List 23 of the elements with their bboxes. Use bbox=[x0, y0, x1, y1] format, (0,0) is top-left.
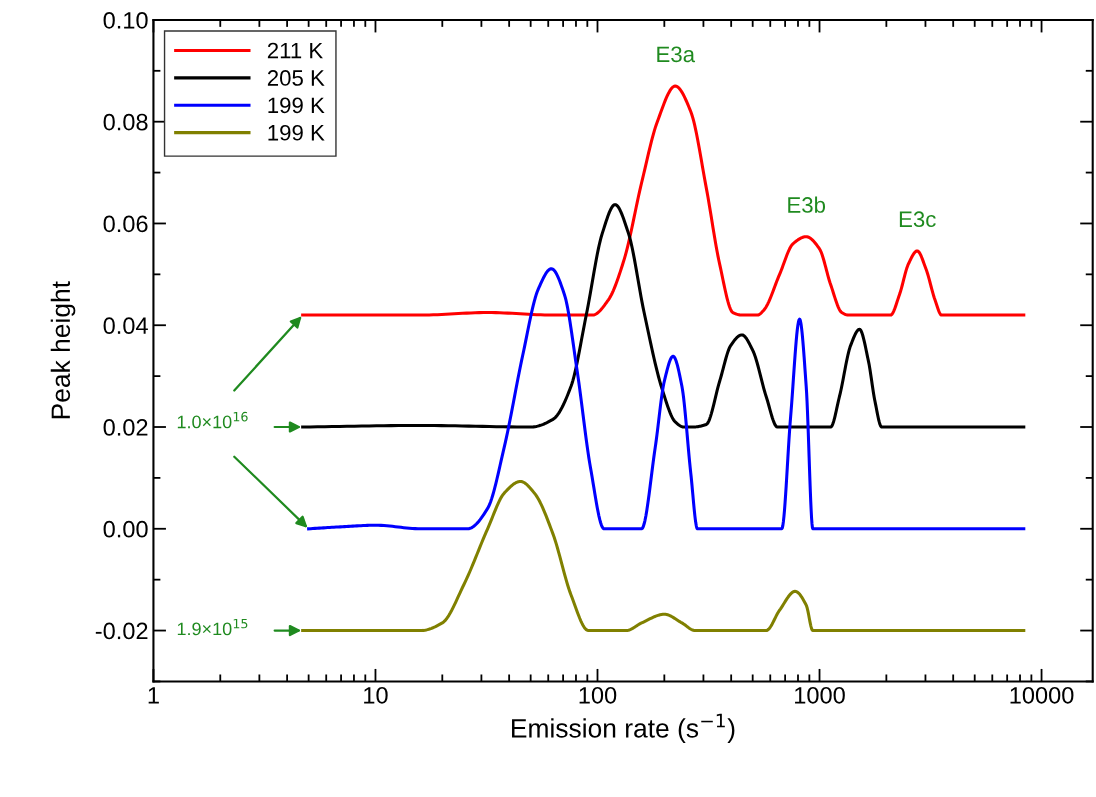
x-axis-title: Emission rate (s$^{−1}$) bbox=[512, 713, 735, 743]
x-tick-label: 1000 bbox=[795, 686, 845, 704]
annotation: E3c bbox=[899, 211, 936, 228]
legend-label: 199 K bbox=[268, 124, 325, 141]
x-tick-label: 100 bbox=[579, 686, 617, 704]
legend-label: 205 K bbox=[267, 70, 325, 86]
y-axis-title: Peak height bbox=[50, 281, 76, 419]
annotation: E3a bbox=[657, 46, 696, 63]
y-tick-label: 0.08 bbox=[103, 113, 148, 131]
x-tick-label: 10000 bbox=[1010, 686, 1074, 704]
annotation: 1.9×10$^{15}$ bbox=[177, 618, 248, 636]
annotation: E3b bbox=[788, 196, 826, 213]
y-tick-label: 0.04 bbox=[103, 317, 148, 335]
y-tick-label: 0.00 bbox=[103, 520, 148, 538]
y-tick-label: 0.02 bbox=[103, 419, 148, 436]
y-tick-label: -0.02 bbox=[95, 622, 148, 640]
legend-label: 199 K bbox=[268, 97, 325, 114]
x-tick-label: 1 bbox=[148, 687, 159, 704]
legend-label: 211 K bbox=[267, 42, 323, 59]
x-tick-label: 10 bbox=[364, 686, 388, 704]
y-tick-label: 0.10 bbox=[103, 11, 148, 29]
annotation: 1.0×10$^{16}$ bbox=[177, 411, 248, 429]
y-tick-label: 0.06 bbox=[103, 215, 148, 233]
